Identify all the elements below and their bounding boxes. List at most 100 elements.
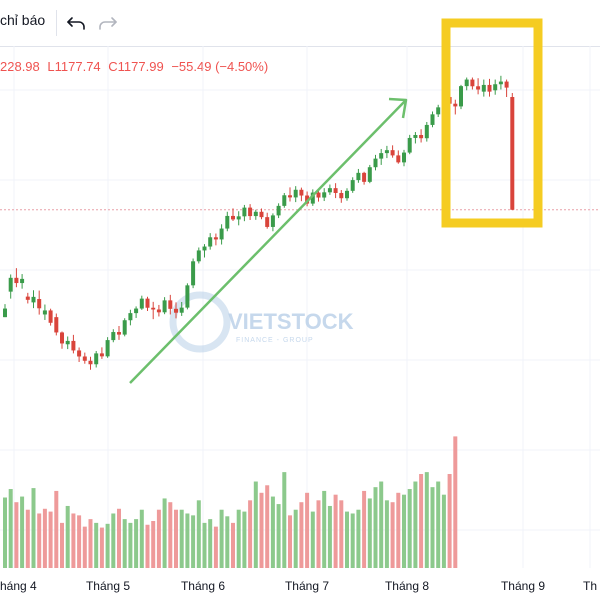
candle-body <box>282 195 287 206</box>
volume-bar <box>390 502 395 568</box>
candle-body <box>168 300 173 309</box>
x-tick-label: Th <box>583 579 597 593</box>
volume-bar <box>65 505 70 568</box>
candle-body <box>77 350 82 357</box>
volume-bar <box>54 490 59 568</box>
candle-body <box>407 137 412 153</box>
volume-bar <box>225 516 230 568</box>
undo-icon[interactable] <box>64 9 90 35</box>
volume-bar <box>424 472 429 568</box>
candle-body <box>464 79 469 87</box>
candle-body <box>270 215 275 227</box>
volume-bar <box>436 481 441 568</box>
volume-bar <box>168 502 173 568</box>
volume-bar <box>282 472 287 568</box>
legend-low: L1177.74 <box>47 59 101 74</box>
volume-bar <box>77 515 82 568</box>
candle-body <box>54 317 59 333</box>
candle-body <box>276 205 281 216</box>
legend-change: −55.49 (−4.50%) <box>171 59 269 74</box>
volume-bar <box>219 509 224 568</box>
volume-bar <box>156 509 161 568</box>
volume-bar <box>208 519 213 568</box>
candle-body <box>310 192 315 204</box>
candle-body <box>94 353 99 365</box>
candle-body <box>8 277 13 292</box>
volume-bar <box>367 498 372 568</box>
indicators-button[interactable]: chỉ báo <box>0 12 46 28</box>
volume-bar <box>276 504 281 568</box>
x-tick-label: háng 4 <box>0 579 37 593</box>
volume-bar <box>139 509 144 568</box>
volume-bar <box>20 496 25 568</box>
candle-body <box>430 114 435 125</box>
volume-bar <box>179 509 184 568</box>
volume-bar <box>430 487 435 568</box>
volume-bar <box>253 481 258 568</box>
candle-body <box>117 332 121 335</box>
candle-body <box>293 189 298 198</box>
candle-body <box>436 107 441 115</box>
candle-body <box>111 332 116 341</box>
candle-body <box>327 188 332 193</box>
candle-body <box>242 207 247 217</box>
volume-bar <box>265 485 270 568</box>
candle-body <box>202 246 207 251</box>
volume-bar <box>231 522 235 568</box>
candle-body <box>225 215 230 229</box>
candle-body <box>367 167 372 182</box>
highlight-box <box>441 18 543 228</box>
candle-body <box>174 308 178 313</box>
candle-body <box>481 84 486 92</box>
candle-body <box>139 298 144 309</box>
candle-body <box>3 308 7 318</box>
candle-body <box>419 134 424 139</box>
volume-bar <box>111 513 116 568</box>
candle-body <box>71 340 76 351</box>
x-tick-label: Tháng 8 <box>385 579 429 593</box>
ohlc-legend: 228.98 L1177.74 C1177.99 −55.49 (−4.50%) <box>0 59 272 74</box>
candle-body <box>14 277 19 284</box>
candle-body <box>396 155 401 163</box>
volume-bar <box>185 513 190 568</box>
candle-body <box>156 309 161 313</box>
redo-icon[interactable] <box>94 9 120 35</box>
candle-body <box>413 134 418 138</box>
volume-bar <box>384 500 389 568</box>
candle-body <box>248 207 253 217</box>
candle-body <box>459 86 463 107</box>
volume-bar <box>88 519 93 568</box>
candle-body <box>493 84 498 91</box>
x-tick-label: Tháng 7 <box>285 579 329 593</box>
candle-body <box>402 152 406 163</box>
volume-bar <box>333 494 338 568</box>
volume-bar <box>362 490 367 568</box>
volume-bar <box>373 487 378 568</box>
watermark-text: VIETSTOCK <box>228 309 354 334</box>
volume-bar <box>396 492 401 568</box>
volume-bar <box>413 481 418 568</box>
volume-bar <box>350 513 355 568</box>
volume-bar <box>305 492 310 568</box>
volume-bar <box>447 474 452 568</box>
candle-body <box>191 261 196 286</box>
volume-bar <box>174 509 178 568</box>
candle-body <box>105 340 110 357</box>
candle-body <box>196 250 201 262</box>
volume-bar <box>248 500 253 568</box>
volume-bar <box>242 511 247 568</box>
volume-bar <box>259 492 264 568</box>
candle-body <box>145 298 150 308</box>
candle-body <box>424 124 429 139</box>
candle-body <box>333 188 338 193</box>
volume-bars <box>3 436 458 568</box>
volume-bar <box>299 502 304 568</box>
volume-bar <box>14 502 19 568</box>
volume-bar <box>128 522 133 568</box>
volume-bar <box>3 497 7 568</box>
candle-body <box>42 310 47 315</box>
volume-bar <box>310 511 315 568</box>
volume-bar <box>345 511 349 568</box>
volume-bar <box>339 500 344 568</box>
